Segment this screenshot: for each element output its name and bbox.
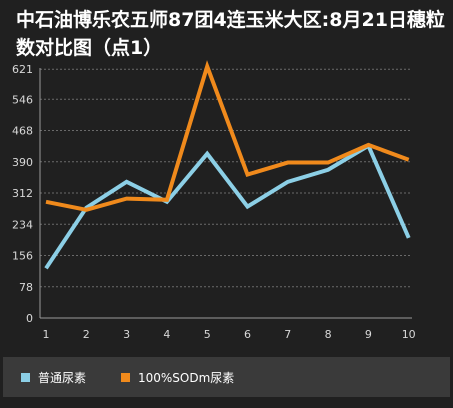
series-line-2 bbox=[45, 60, 410, 212]
y-tick-label-0: 0 bbox=[26, 312, 33, 325]
y-axis-tick-labels: 0 78 156 234 312 390 468 546 621 bbox=[12, 63, 33, 325]
legend-swatch-series-2 bbox=[121, 372, 130, 382]
x-tick-label-4: 4 bbox=[163, 328, 170, 341]
legend-label-series-2: 100%SODm尿素 bbox=[138, 370, 235, 385]
grid-lines bbox=[40, 68, 412, 288]
x-tick-label-7: 7 bbox=[284, 328, 291, 341]
y-tick-label-621: 621 bbox=[12, 63, 33, 76]
axes bbox=[39, 68, 412, 319]
legend: 普通尿素 100%SODm尿素 bbox=[3, 357, 450, 397]
chart-title: 中石油博乐农五师87团4连玉米大区:8月21日穗粒数对比图（点1） bbox=[16, 9, 445, 59]
legend-swatch-series-1 bbox=[21, 372, 30, 382]
series-lines bbox=[44, 60, 411, 270]
legend-item-series-2[interactable]: 100%SODm尿素 bbox=[121, 369, 234, 385]
x-tick-label-3: 3 bbox=[123, 328, 130, 341]
x-tick-label-8: 8 bbox=[325, 328, 332, 341]
y-tick-label-468: 468 bbox=[12, 125, 33, 138]
y-tick-label-234: 234 bbox=[12, 218, 33, 231]
y-tick-label-390: 390 bbox=[12, 156, 33, 169]
legend-item-series-1[interactable]: 普通尿素 bbox=[21, 369, 86, 385]
y-tick-label-156: 156 bbox=[12, 250, 33, 263]
x-axis-tick-labels: 1 2 3 4 5 6 7 8 9 10 bbox=[43, 328, 416, 341]
x-tick-label-2: 2 bbox=[83, 328, 90, 341]
x-tick-label-5: 5 bbox=[204, 328, 211, 341]
x-tick-label-6: 6 bbox=[244, 328, 251, 341]
x-tick-label-10: 10 bbox=[402, 328, 416, 341]
y-tick-label-78: 78 bbox=[19, 281, 33, 294]
y-tick-label-312: 312 bbox=[12, 187, 33, 200]
legend-label-series-1: 普通尿素 bbox=[38, 370, 87, 385]
y-tick-label-546: 546 bbox=[12, 93, 33, 106]
series-line-1 bbox=[44, 142, 411, 270]
x-tick-label-9: 9 bbox=[365, 328, 372, 341]
x-tick-label-1: 1 bbox=[43, 328, 50, 341]
